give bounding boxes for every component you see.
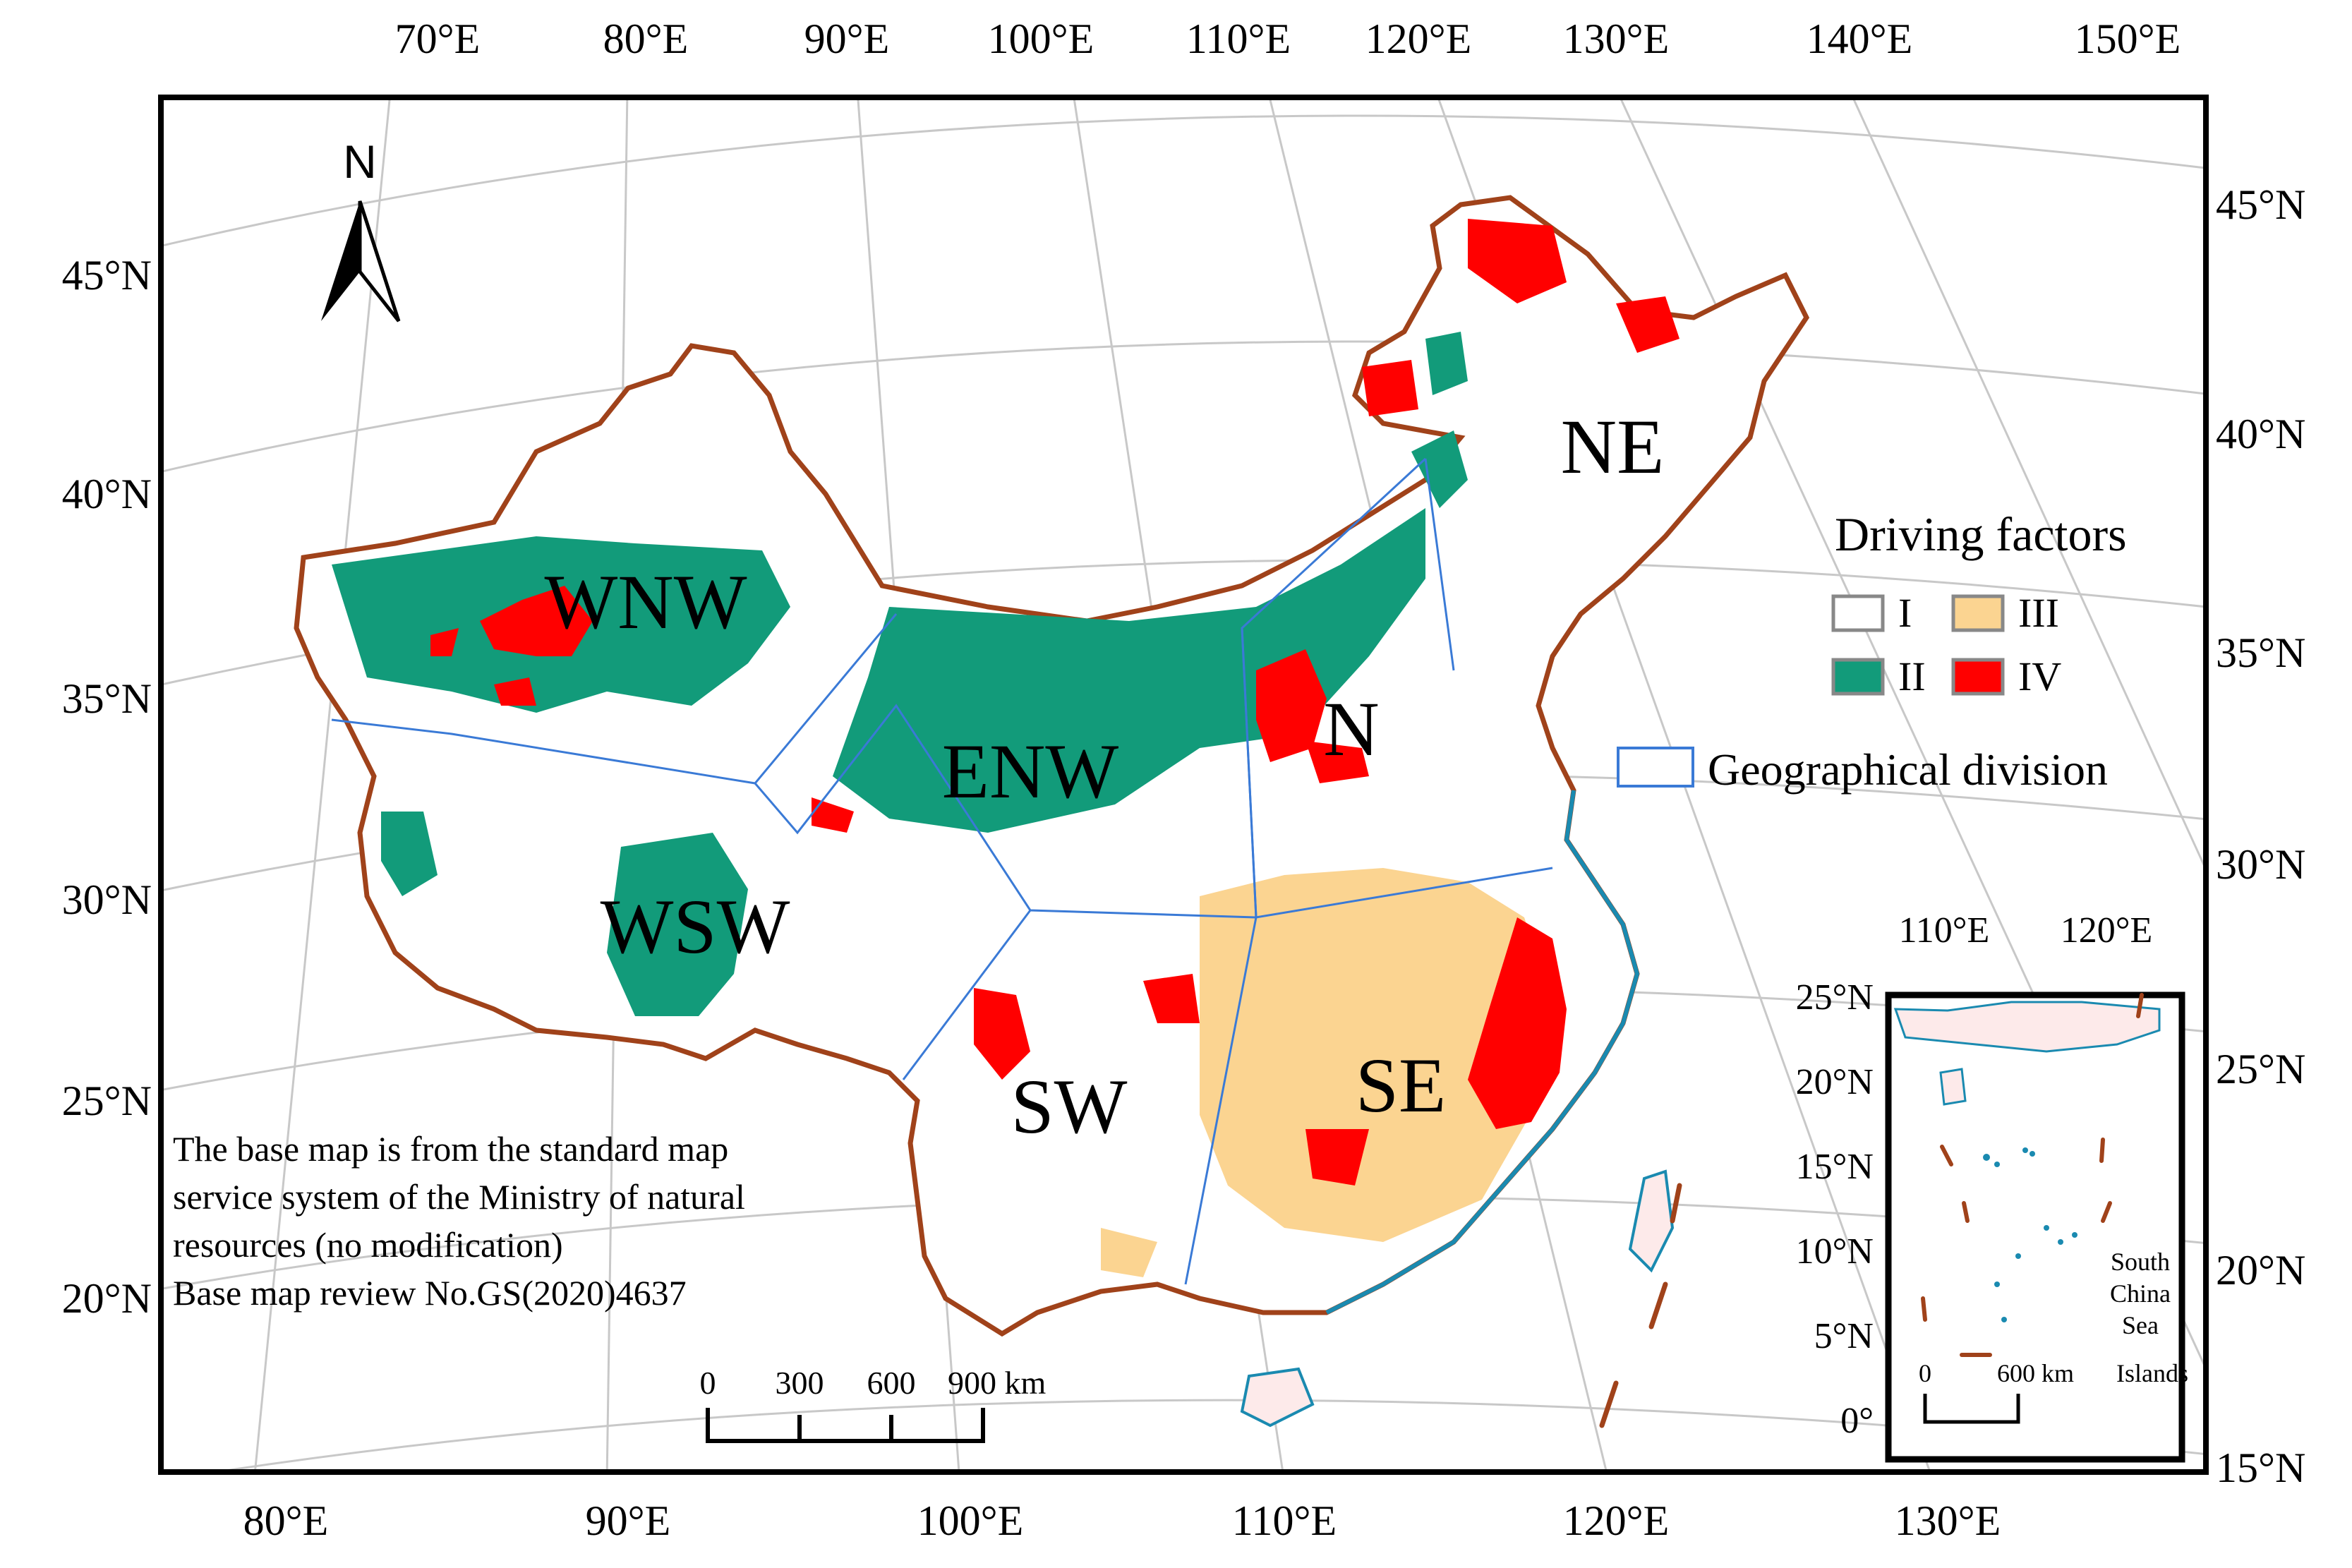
region-label-ne: NE xyxy=(1561,404,1665,490)
inset-islands-label: South xyxy=(2111,1248,2170,1276)
coastline xyxy=(1325,790,1640,1315)
inset-lon-label: 120°E xyxy=(2061,910,2153,951)
bottom-lon-label: 130°E xyxy=(1895,1497,2001,1544)
right-lat-label: 35°N xyxy=(2216,629,2305,676)
left-lat-label: 35°N xyxy=(62,675,152,722)
note-line: Base map review No.GS(2020)4637 xyxy=(173,1273,687,1313)
factor-ii-areas xyxy=(332,332,1468,1016)
scale-label: 300 xyxy=(776,1365,824,1401)
top-lon-label: 120°E xyxy=(1365,16,1472,62)
legend-label-division: Geographical division xyxy=(1708,744,2108,795)
top-lon-labels: 70°E 80°E 90°E 100°E 110°E 120°E 130°E 1… xyxy=(395,16,2181,62)
legend-swatch-ii xyxy=(1831,658,1885,696)
top-lon-label: 80°E xyxy=(603,16,689,62)
factor-iv-areas xyxy=(430,219,1679,1186)
right-lat-label: 25°N xyxy=(2216,1046,2305,1092)
top-lon-label: 70°E xyxy=(395,16,481,62)
left-lat-label: 30°N xyxy=(62,876,152,923)
bottom-lon-label: 80°E xyxy=(243,1497,329,1544)
top-lon-label: 130°E xyxy=(1563,16,1670,62)
legend-label-i: I xyxy=(1898,590,1912,636)
right-lat-labels: 45°N 40°N 35°N 30°N 25°N 20°N 15°N xyxy=(2216,181,2305,1491)
left-lat-label: 20°N xyxy=(62,1275,152,1322)
scale-label: 600 xyxy=(867,1365,916,1401)
region-label-wnw: WNW xyxy=(544,559,747,645)
bottom-lon-label: 110°E xyxy=(1232,1497,1337,1544)
bottom-lon-labels: 80°E 90°E 100°E 110°E 120°E 130°E xyxy=(243,1497,2001,1544)
inset-lat-label: 10°N xyxy=(1796,1231,1874,1272)
inset-lat-label: 20°N xyxy=(1796,1062,1874,1102)
region-label-wsw: WSW xyxy=(601,883,790,970)
left-lat-labels: 45°N 40°N 35°N 30°N 25°N 20°N xyxy=(62,252,152,1322)
inset-lat-label: 5°N xyxy=(1814,1316,1874,1356)
bottom-lon-label: 90°E xyxy=(586,1497,671,1544)
legend-label-iii: III xyxy=(2018,590,2059,636)
top-lon-label: 90°E xyxy=(804,16,890,62)
legend: Driving factors I III II IV Geographical… xyxy=(1617,507,2127,795)
factor-iii-areas xyxy=(1101,868,1552,1277)
inset-islands-label: Islands xyxy=(2116,1359,2188,1387)
right-lat-label: 45°N xyxy=(2216,181,2305,228)
scale-bar: 0 300 600 900 km xyxy=(700,1365,1047,1443)
right-lat-label: 15°N xyxy=(2216,1445,2305,1491)
scale-label: 0 xyxy=(700,1365,716,1401)
bottom-lon-label: 100°E xyxy=(917,1497,1024,1544)
note-line: service system of the Ministry of natura… xyxy=(173,1177,745,1217)
region-label-n: N xyxy=(1323,686,1379,772)
legend-swatch-iii xyxy=(1951,594,2005,632)
source-note: The base map is from the standard map se… xyxy=(173,1129,745,1313)
legend-label-iv: IV xyxy=(2018,653,2061,699)
legend-title: Driving factors xyxy=(1835,507,2127,561)
scale-label: 900 km xyxy=(948,1365,1047,1401)
top-lon-label: 110°E xyxy=(1186,16,1291,62)
bottom-lon-label: 120°E xyxy=(1563,1497,1670,1544)
china-map xyxy=(294,195,1810,1428)
north-arrow-label: N xyxy=(343,135,377,188)
legend-swatch-i xyxy=(1831,594,1885,632)
legend-swatch-iv xyxy=(1951,658,2005,696)
inset-lat-label: 0° xyxy=(1840,1401,1874,1441)
region-label-enw: ENW xyxy=(942,728,1119,814)
inset-scale-label: 0 xyxy=(1919,1359,1931,1387)
inset-scale-label: 600 km xyxy=(1997,1359,2074,1387)
taiwan-island xyxy=(1628,1169,1675,1273)
left-lat-label: 40°N xyxy=(62,471,152,517)
left-lat-label: 25°N xyxy=(62,1078,152,1124)
region-label-sw: SW xyxy=(1011,1063,1128,1150)
map-frame xyxy=(158,95,2209,1475)
right-lat-label: 30°N xyxy=(2216,841,2305,888)
division-lines xyxy=(331,457,1553,1285)
region-labels: WNW ENW N NE WSW SW SE xyxy=(544,404,1664,1150)
inset-lat-label: 25°N xyxy=(1796,977,1874,1018)
legend-swatch-division xyxy=(1617,747,1694,788)
boundary-dashes xyxy=(1599,1183,1682,1428)
inset-islands-label: China xyxy=(2110,1279,2171,1308)
top-lon-label: 100°E xyxy=(988,16,1094,62)
note-line: The base map is from the standard map xyxy=(173,1129,728,1169)
right-lat-label: 20°N xyxy=(2216,1247,2305,1293)
inset-lon-label: 110°E xyxy=(1899,910,1990,951)
left-lat-label: 45°N xyxy=(62,252,152,298)
right-lat-label: 40°N xyxy=(2216,411,2305,457)
top-lon-label: 140°E xyxy=(1807,16,1913,62)
inset-islands-label: Sea xyxy=(2122,1311,2159,1339)
north-arrow-icon: N xyxy=(321,135,401,322)
hainan-island xyxy=(1240,1367,1315,1428)
top-lon-label: 150°E xyxy=(2075,16,2181,62)
note-line: resources (no modification) xyxy=(173,1225,563,1265)
inset-lat-label: 15°N xyxy=(1796,1147,1874,1187)
legend-label-ii: II xyxy=(1898,653,1926,699)
inset-map: 110°E 120°E 25°N 20°N 15°N 10°N 5°N 0° S… xyxy=(1796,910,2188,1463)
region-label-se: SE xyxy=(1356,1042,1446,1128)
